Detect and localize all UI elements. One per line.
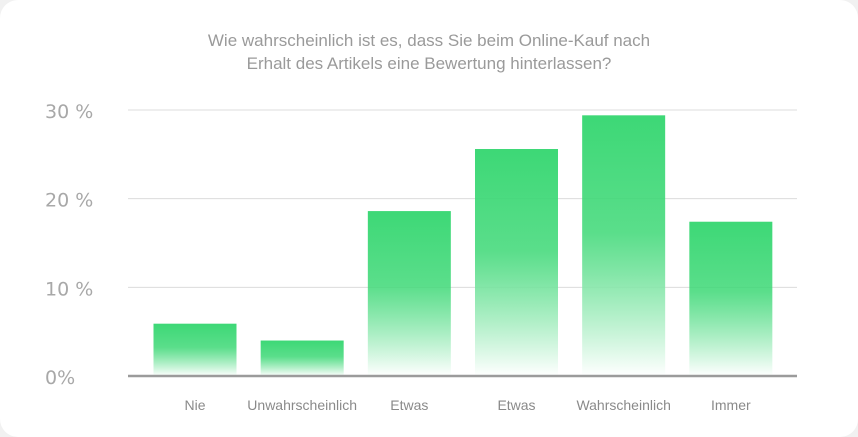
x-tick-label: Etwas [390,397,428,413]
x-tick-label: Wahrscheinlich [576,397,670,413]
x-tick-label: Immer [711,397,751,413]
x-tick-label: Unwahrscheinlich [247,397,357,413]
bar [689,221,773,376]
gridlines [128,109,797,288]
y-tick-label: 20 % [45,190,93,212]
bar [475,149,558,376]
y-tick-label: 0% [45,367,75,389]
chart-title-line-2: Erhalt des Artikels eine Bewertung hinte… [246,54,612,73]
chart-title: Wie wahrscheinlich ist es, dass Sie beim… [0,29,858,75]
x-axis-labels: Nie Unwahrscheinlich Etwas Etwas Wahrscheinl… [184,397,751,413]
y-tick-label: 30 % [45,101,93,123]
bar [367,211,451,376]
bar [582,115,666,376]
x-tick-label: Etwas [497,397,535,413]
y-tick-label: 10 % [45,278,93,300]
y-axis-ticks: 0% 10 % 20 % 30 % [45,101,93,389]
bar [260,340,344,376]
bar [153,323,237,376]
x-tick-label: Nie [184,397,205,413]
bars [153,115,773,376]
chart-title-line-1: Wie wahrscheinlich ist es, dass Sie beim… [207,31,651,50]
